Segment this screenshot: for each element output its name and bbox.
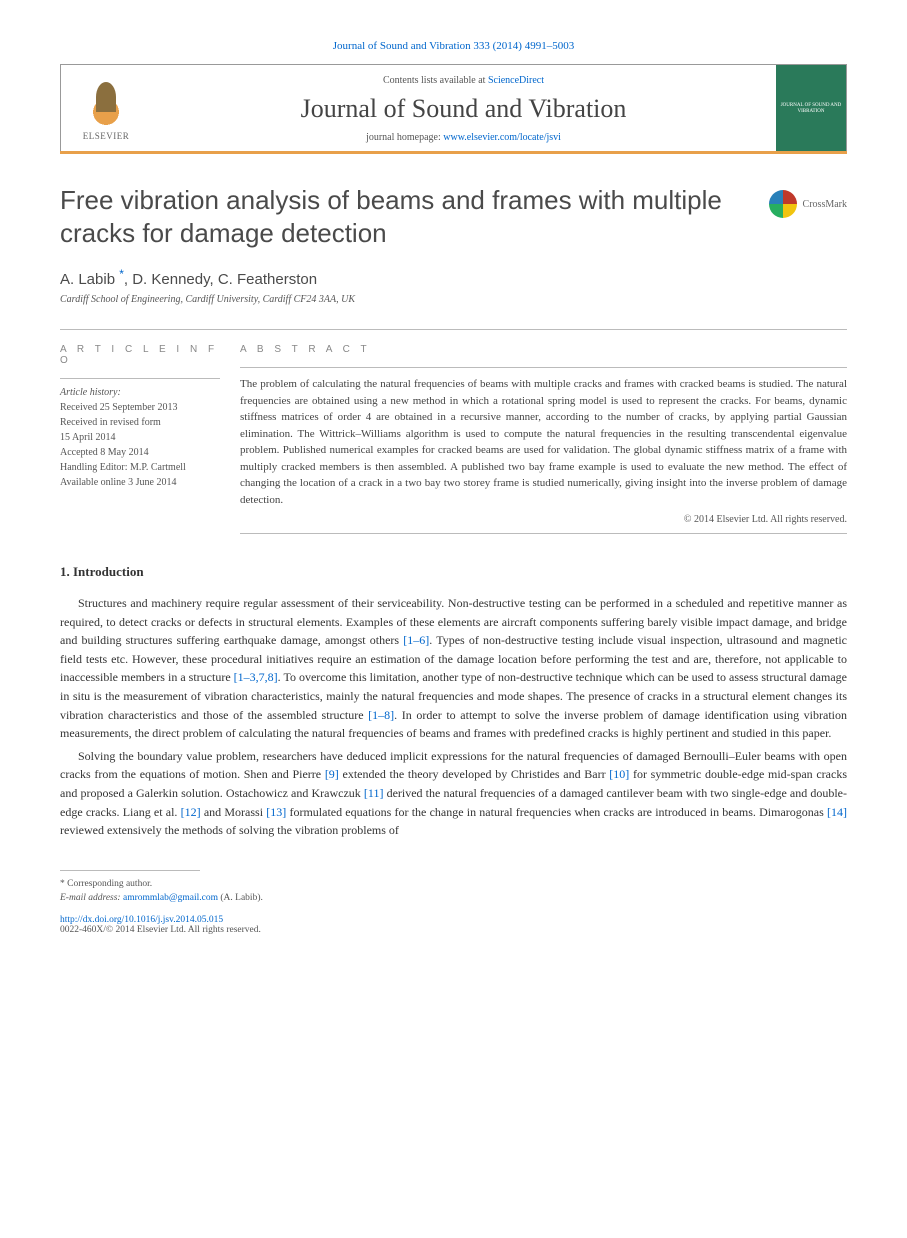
doi-line: http://dx.doi.org/10.1016/j.jsv.2014.05.… <box>60 915 847 925</box>
header-accent-bar <box>60 151 847 154</box>
issn-line: 0022-460X/© 2014 Elsevier Ltd. All right… <box>60 925 847 935</box>
info-abstract-row: A R T I C L E I N F O Article history: R… <box>60 344 847 534</box>
page-container: Journal of Sound and Vibration 333 (2014… <box>0 0 907 975</box>
info-divider <box>60 378 220 379</box>
article-info-column: A R T I C L E I N F O Article history: R… <box>60 344 240 534</box>
journal-header-box: ELSEVIER Contents lists available at Sci… <box>60 64 847 154</box>
p2-seg-f: formulated equations for the change in n… <box>286 805 827 819</box>
ref-9[interactable]: [9] <box>325 767 339 781</box>
p2-seg-g: reviewed extensively the methods of solv… <box>60 823 399 837</box>
title-row: Free vibration analysis of beams and fra… <box>60 184 847 249</box>
cover-thumb-text: JOURNAL OF SOUND AND VIBRATION <box>780 103 842 115</box>
ref-11[interactable]: [11] <box>364 786 384 800</box>
email-link[interactable]: amrommlab@gmail.com <box>123 893 218 903</box>
homepage-line: journal homepage: www.elsevier.com/locat… <box>151 132 776 143</box>
doi-link[interactable]: http://dx.doi.org/10.1016/j.jsv.2014.05.… <box>60 915 223 925</box>
ref-1-3-7-8[interactable]: [1–3,7,8] <box>234 670 278 684</box>
ref-13[interactable]: [13] <box>266 805 286 819</box>
info-online: Available online 3 June 2014 <box>60 475 220 490</box>
author-1: A. Labib <box>60 271 119 288</box>
abstract-divider <box>240 367 847 368</box>
abstract-divider-bottom <box>240 533 847 534</box>
header-center: Contents lists available at ScienceDirec… <box>151 65 776 153</box>
authors-line: A. Labib *, D. Kennedy, C. Featherston <box>60 267 847 288</box>
info-accepted: Accepted 8 May 2014 <box>60 445 220 460</box>
elsevier-label: ELSEVIER <box>83 131 130 141</box>
history-label: Article history: <box>60 387 220 398</box>
email-footnote: E-mail address: amrommlab@gmail.com (A. … <box>60 891 847 905</box>
journal-name: Journal of Sound and Vibration <box>151 94 776 124</box>
section-1-heading: 1. Introduction <box>60 564 847 580</box>
ref-1-8[interactable]: [1–8] <box>368 708 394 722</box>
info-revised-2: 15 April 2014 <box>60 430 220 445</box>
corresponding-footnote: * Corresponding author. <box>60 877 847 891</box>
top-citation-line: Journal of Sound and Vibration 333 (2014… <box>60 40 847 52</box>
p2-seg-e: and Morassi <box>201 805 267 819</box>
intro-para-2: Solving the boundary value problem, rese… <box>60 747 847 840</box>
contents-prefix: Contents lists available at <box>383 75 488 86</box>
email-suffix: (A. Labib). <box>218 893 263 903</box>
abstract-heading: A B S T R A C T <box>240 344 847 355</box>
authors-rest: , D. Kennedy, C. Featherston <box>124 271 317 288</box>
ref-12[interactable]: [12] <box>181 805 201 819</box>
info-received: Received 25 September 2013 <box>60 400 220 415</box>
article-info-heading: A R T I C L E I N F O <box>60 344 220 366</box>
p2-seg-b: extended the theory developed by Christi… <box>339 767 609 781</box>
journal-cover-thumbnail[interactable]: JOURNAL OF SOUND AND VIBRATION <box>776 65 846 153</box>
intro-para-1: Structures and machinery require regular… <box>60 594 847 743</box>
info-revised-1: Received in revised form <box>60 415 220 430</box>
top-citation-link[interactable]: Journal of Sound and Vibration 333 (2014… <box>333 40 574 52</box>
ref-10[interactable]: [10] <box>609 767 629 781</box>
elsevier-logo[interactable]: ELSEVIER <box>61 65 151 153</box>
crossmark-badge[interactable]: CrossMark <box>769 190 847 218</box>
homepage-prefix: journal homepage: <box>366 132 443 143</box>
abstract-copyright: © 2014 Elsevier Ltd. All rights reserved… <box>240 514 847 525</box>
elsevier-tree-icon <box>81 77 131 127</box>
homepage-link[interactable]: www.elsevier.com/locate/jsvi <box>443 132 561 143</box>
crossmark-icon <box>769 190 797 218</box>
abstract-column: A B S T R A C T The problem of calculati… <box>240 344 847 534</box>
footnote-rule <box>60 870 200 871</box>
crossmark-label: CrossMark <box>803 199 847 210</box>
email-label: E-mail address: <box>60 893 123 903</box>
sciencedirect-link[interactable]: ScienceDirect <box>488 75 544 86</box>
article-title: Free vibration analysis of beams and fra… <box>60 184 749 249</box>
ref-1-6[interactable]: [1–6] <box>403 633 429 647</box>
divider-top <box>60 329 847 330</box>
ref-14[interactable]: [14] <box>827 805 847 819</box>
contents-line: Contents lists available at ScienceDirec… <box>151 75 776 86</box>
affiliation: Cardiff School of Engineering, Cardiff U… <box>60 294 847 305</box>
info-editor: Handling Editor: M.P. Cartmell <box>60 460 220 475</box>
abstract-text: The problem of calculating the natural f… <box>240 376 847 508</box>
